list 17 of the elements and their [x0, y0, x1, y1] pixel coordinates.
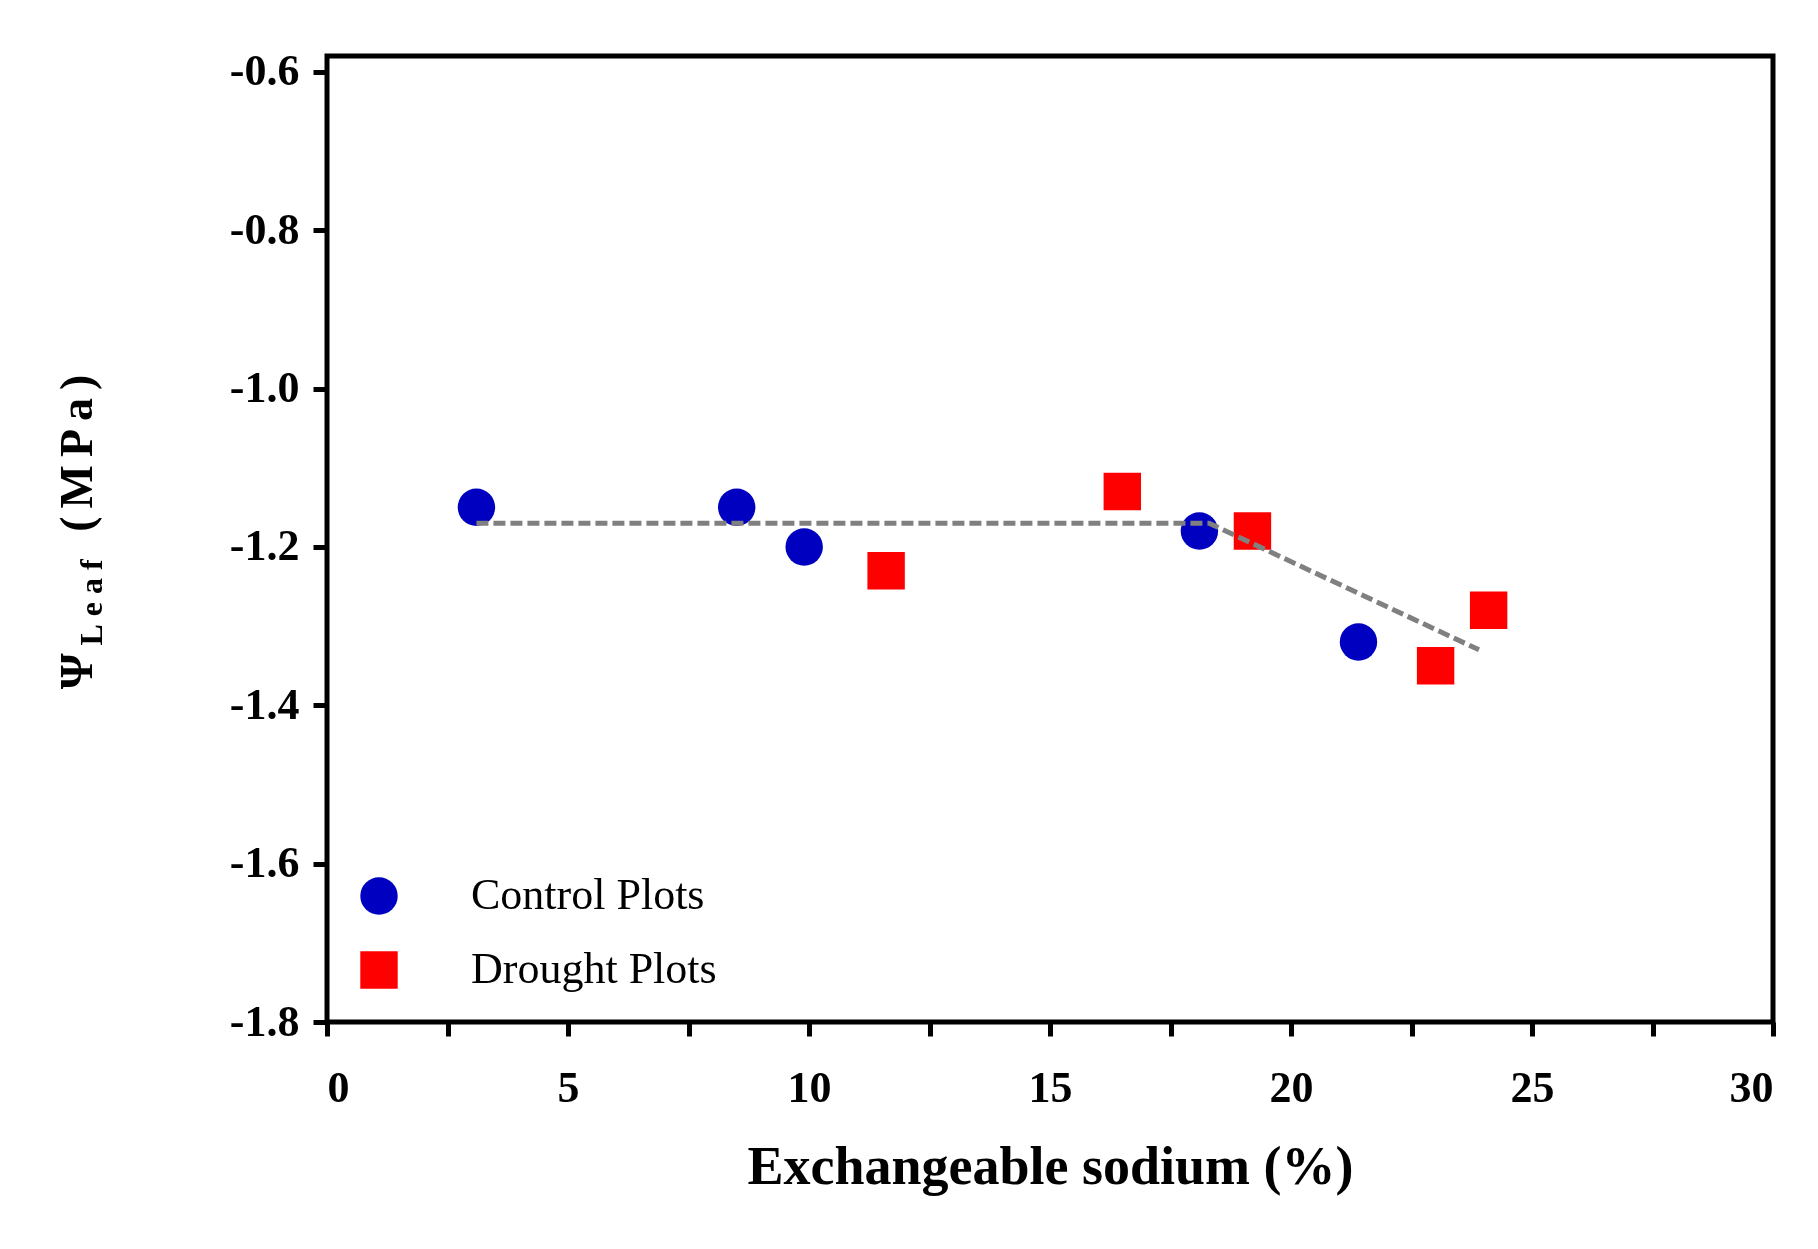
y-tick-label: -1.0 [229, 363, 300, 413]
y-tick-label: -1.8 [229, 996, 300, 1046]
y-tick-label: -1.2 [229, 521, 300, 571]
legend-label: Control Plots [471, 870, 705, 919]
x-tick-label: 0 [327, 1062, 350, 1112]
x-tick-label: 15 [1028, 1062, 1073, 1112]
x-tick-label: 30 [1729, 1062, 1774, 1112]
x-tick-label: 5 [557, 1062, 580, 1112]
x-tick-label: 20 [1269, 1062, 1314, 1112]
y-tick-label: -0.8 [229, 204, 300, 254]
x-axis-title: Exchangeable sodium (%) [747, 1135, 1354, 1196]
y-tick-label: -1.6 [229, 838, 300, 888]
x-tick-label: 25 [1510, 1062, 1555, 1112]
y-tick-label: -0.6 [229, 46, 300, 96]
y-tick-label: -1.4 [229, 679, 300, 729]
x-tick-label: 10 [787, 1062, 832, 1112]
legend-label: Drought Plots [471, 944, 717, 993]
